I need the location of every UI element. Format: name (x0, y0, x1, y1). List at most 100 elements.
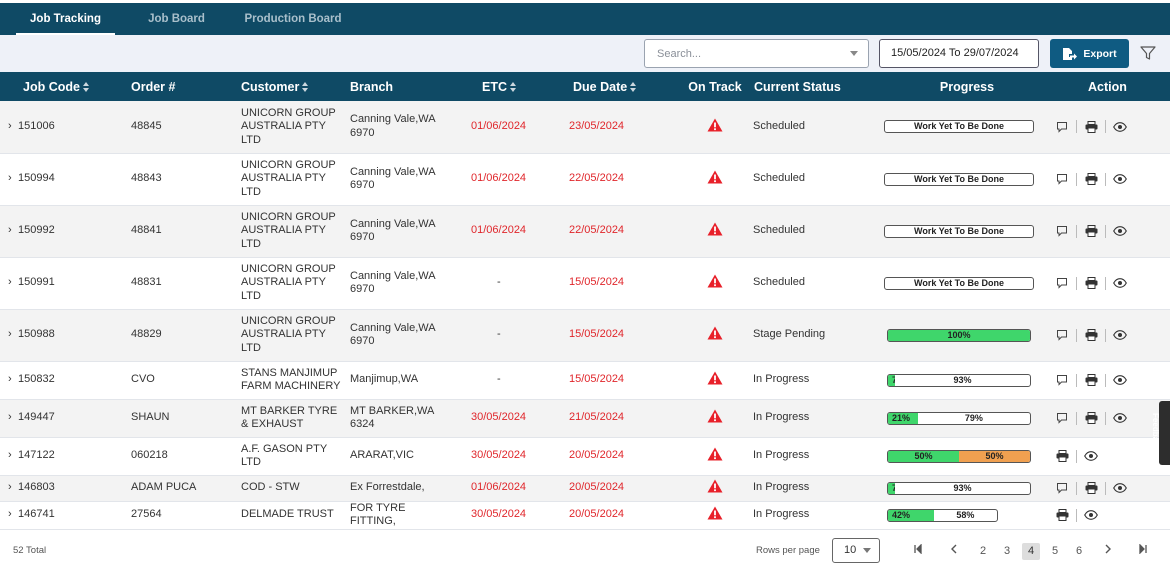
comment-icon[interactable] (1055, 481, 1069, 495)
sort-icon[interactable] (630, 81, 637, 92)
job-code[interactable]: 150994 (18, 172, 55, 185)
warning-triangle-icon (707, 506, 723, 520)
rows-per-page-select[interactable]: 10 (832, 538, 880, 563)
view-eye-icon[interactable] (1084, 508, 1098, 522)
print-icon[interactable] (1084, 373, 1098, 387)
chevron-right-icon[interactable]: › (8, 224, 12, 237)
toolbar: 15/05/2024 To 29/07/2024 Export (0, 35, 1170, 72)
job-code[interactable]: 146803 (18, 481, 55, 494)
last-page-icon[interactable] (1134, 543, 1152, 560)
chevron-down-icon[interactable] (850, 51, 858, 56)
cell-customer: A.F. GASON PTY LTD (241, 442, 327, 469)
chevron-right-icon[interactable]: › (8, 508, 12, 521)
page-button[interactable]: 2 (979, 545, 987, 557)
page-button[interactable]: 6 (1075, 545, 1083, 557)
divider (1105, 481, 1106, 495)
comment-icon[interactable] (1055, 411, 1069, 425)
view-eye-icon[interactable] (1113, 373, 1127, 387)
page-button-current[interactable]: 4 (1022, 543, 1040, 560)
print-icon[interactable] (1055, 508, 1069, 522)
page-button[interactable]: 3 (1003, 545, 1011, 557)
date-range-picker[interactable]: 15/05/2024 To 29/07/2024 (879, 39, 1039, 68)
view-eye-icon[interactable] (1084, 449, 1098, 463)
job-code[interactable]: 149447 (18, 411, 55, 424)
cell-job-code: › 146803 (0, 475, 131, 501)
chevron-right-icon[interactable]: › (8, 373, 12, 386)
print-icon[interactable] (1084, 172, 1098, 186)
tab-job-board[interactable]: Job Board (148, 13, 205, 25)
print-icon[interactable] (1084, 120, 1098, 134)
view-eye-icon[interactable] (1113, 481, 1127, 495)
cell-customer: UNICORN GROUP AUSTRALIA PTY LTD (241, 210, 336, 250)
chevron-right-icon[interactable]: › (8, 120, 12, 132)
sort-icon[interactable] (302, 81, 309, 92)
search-input[interactable] (645, 40, 845, 67)
prev-page-icon[interactable] (945, 543, 963, 560)
print-icon[interactable] (1084, 411, 1098, 425)
chevron-right-icon[interactable]: › (8, 328, 12, 341)
col-header-due-date[interactable]: Due Date (569, 72, 677, 101)
cell-order: 48843 (131, 172, 162, 185)
print-icon[interactable] (1084, 328, 1098, 342)
view-eye-icon[interactable] (1113, 328, 1127, 342)
comment-icon[interactable] (1055, 224, 1069, 238)
view-eye-icon[interactable] (1113, 276, 1127, 290)
view-eye-icon[interactable] (1113, 411, 1127, 425)
chevron-right-icon[interactable]: › (8, 481, 12, 494)
page-button[interactable]: 5 (1051, 545, 1059, 557)
print-icon[interactable] (1084, 481, 1098, 495)
col-header-job-code[interactable]: Job Code (0, 72, 131, 101)
warning-triangle-icon (707, 326, 723, 340)
chevron-right-icon[interactable]: › (8, 411, 12, 424)
table-row[interactable]: › 147122 060218 A.F. GASON PTY LTD ARARAT,VI… (0, 437, 1170, 475)
print-icon[interactable] (1084, 224, 1098, 238)
export-button[interactable]: Export (1050, 39, 1129, 68)
print-icon[interactable] (1084, 276, 1098, 290)
cell-progress: Work Yet To Be Done (882, 153, 1052, 205)
first-page-icon[interactable] (909, 543, 927, 560)
comment-icon[interactable] (1055, 276, 1069, 290)
view-eye-icon[interactable] (1113, 172, 1127, 186)
cell-branch: Canning Vale,WA 6970 (350, 113, 435, 139)
table-row[interactable]: › 150832 CVO STANS MANJIMUP FARM MACHINERY M… (0, 361, 1170, 399)
job-code[interactable]: 151006 (18, 120, 55, 132)
col-header-customer[interactable]: Customer (241, 72, 350, 101)
chevron-right-icon[interactable]: › (8, 276, 12, 289)
table-row[interactable]: › 150988 48829 UNICORN GROUP AUSTRALIA PTY … (0, 309, 1170, 361)
feedback-tab[interactable]: Feedback (1151, 401, 1170, 465)
view-eye-icon[interactable] (1113, 120, 1127, 134)
job-code[interactable]: 147122 (18, 449, 55, 462)
cell-order: 48845 (131, 120, 162, 132)
chevron-right-icon[interactable]: › (8, 172, 12, 185)
chevron-right-icon[interactable]: › (8, 449, 12, 462)
table-row[interactable]: › 146803 ADAM PUCA COD - STW Ex Forrestdale,… (0, 475, 1170, 501)
job-code[interactable]: 150988 (18, 328, 55, 341)
job-code[interactable]: 146741 (18, 508, 55, 521)
comment-icon[interactable] (1055, 373, 1069, 387)
tab-production-board[interactable]: Production Board (244, 13, 342, 25)
comment-icon[interactable] (1055, 328, 1069, 342)
table-row[interactable]: › 150991 48831 UNICORN GROUP AUSTRALIA PTY … (0, 257, 1170, 309)
sort-icon[interactable] (82, 81, 90, 92)
print-icon[interactable] (1055, 449, 1069, 463)
tab-job-tracking[interactable]: Job Tracking (16, 3, 115, 35)
search-select[interactable] (644, 39, 869, 68)
comment-icon[interactable] (1055, 120, 1069, 134)
comment-icon[interactable] (1055, 172, 1069, 186)
table-row[interactable]: › 146741 27564 DELMADE TRUST FOR TYRE FITTIN… (0, 501, 1170, 529)
table-row[interactable]: › 150992 48841 UNICORN GROUP AUSTRALIA PTY … (0, 205, 1170, 257)
progress-bar: 7 93% (887, 373, 1031, 387)
table-row[interactable]: › 151006 48845 UNICORN GROUP AUSTRALIA PTY … (0, 101, 1170, 153)
view-eye-icon[interactable] (1113, 224, 1127, 238)
job-code[interactable]: 150832 (18, 373, 55, 386)
sort-icon[interactable] (510, 81, 517, 92)
table-row[interactable]: › 150994 48843 UNICORN GROUP AUSTRALIA PTY … (0, 153, 1170, 205)
col-header-etc[interactable]: ETC (471, 72, 569, 101)
table-row[interactable]: › 149447 SHAUN MT BARKER TYRE & EXHAUST MT B… (0, 399, 1170, 437)
next-page-icon[interactable] (1099, 543, 1117, 560)
cell-etc: 30/05/2024 (471, 508, 527, 521)
cell-job-code: › 150832 (0, 361, 131, 399)
filter-icon[interactable] (1139, 44, 1157, 62)
job-code[interactable]: 150991 (18, 276, 55, 289)
job-code[interactable]: 150992 (18, 224, 55, 237)
